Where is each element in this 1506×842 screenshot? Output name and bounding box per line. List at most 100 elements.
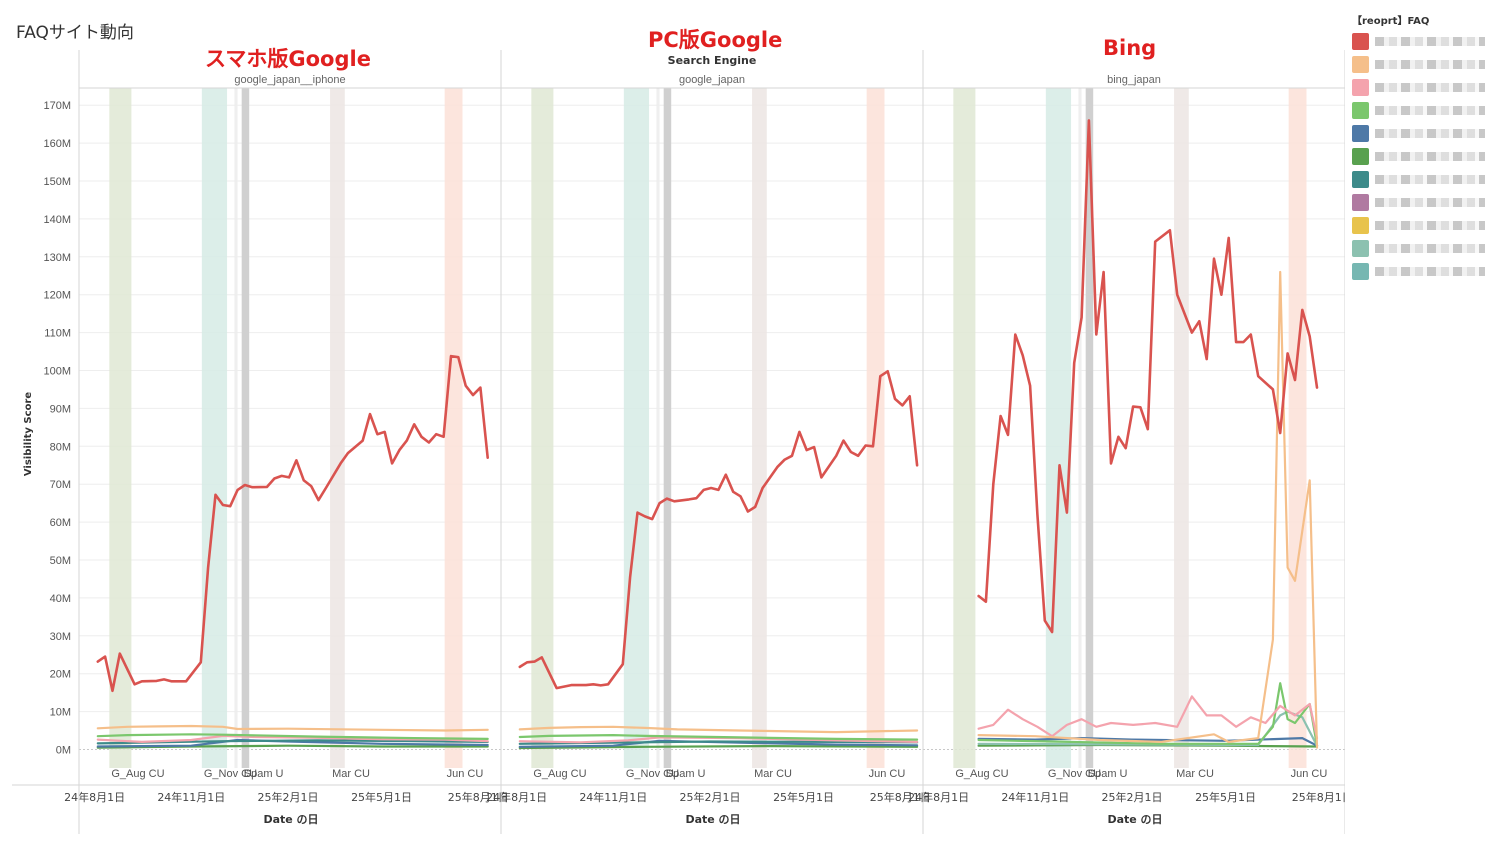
- y-tick-label: 30M: [50, 631, 71, 643]
- legend-label-redacted: [1375, 152, 1485, 161]
- legend-item[interactable]: [1352, 145, 1502, 168]
- series-line: [518, 369, 919, 690]
- series-line: [977, 119, 1319, 634]
- update-band-label: Mar CU: [754, 768, 792, 780]
- update-band-label: D: [244, 768, 252, 780]
- update-band: [953, 88, 976, 768]
- x-tick-label: 25年5月1日: [351, 790, 412, 804]
- panel-header: bing_japan: [1107, 74, 1161, 86]
- update-band: [1085, 88, 1094, 768]
- x-tick-label: 25年2月1日: [258, 790, 319, 804]
- update-band: [623, 88, 650, 768]
- series-line: [518, 736, 919, 744]
- legend-label-redacted: [1375, 83, 1485, 92]
- update-band-label: G_Nov CU: [204, 768, 257, 780]
- update-band: [1078, 88, 1082, 768]
- legend-label-redacted: [1375, 244, 1485, 253]
- x-tick-label: 25年5月1日: [773, 790, 834, 804]
- panel-header: google_japan: [679, 74, 745, 86]
- annotation-pc-google: PC版Google: [648, 28, 783, 52]
- legend-item[interactable]: [1352, 30, 1502, 53]
- series-line: [977, 695, 1319, 740]
- legend-item[interactable]: [1352, 76, 1502, 99]
- update-band-label: G_Nov CU: [626, 768, 679, 780]
- x-tick-label: 25年8月1日: [448, 790, 509, 804]
- x-tick-label: 24年8月1日: [64, 790, 125, 804]
- legend-swatch: [1352, 171, 1369, 188]
- update-band: [1174, 88, 1189, 768]
- legend-item[interactable]: [1352, 168, 1502, 191]
- y-tick-label: 140M: [43, 214, 71, 226]
- update-band-label: Jun CU: [447, 768, 484, 780]
- x-tick-label: 24年8月1日: [486, 790, 547, 804]
- legend-swatch: [1352, 217, 1369, 234]
- y-tick-label: 70M: [50, 479, 71, 491]
- y-tick-label: 160M: [43, 138, 71, 150]
- y-tick-label: 0M: [56, 745, 71, 757]
- x-axis-label: Date の日: [263, 813, 318, 826]
- update-band: [1045, 88, 1072, 768]
- panel-header: google_japan__iphone: [234, 74, 345, 86]
- x-axis-label: Date の日: [685, 813, 740, 826]
- x-tick-label: 24年11月1日: [579, 790, 647, 804]
- update-band: [531, 88, 554, 768]
- update-band: [752, 88, 767, 768]
- y-tick-label: 110M: [44, 328, 71, 340]
- x-tick-label: 25年5月1日: [1195, 790, 1256, 804]
- legend-swatch: [1352, 125, 1369, 142]
- legend-items: [1352, 30, 1502, 283]
- update-band-label: Mar CU: [1176, 768, 1214, 780]
- update-band: [201, 88, 228, 768]
- update-band: [241, 88, 250, 768]
- y-tick-label: 130M: [43, 252, 71, 264]
- series-line: [96, 354, 490, 693]
- series-line: [977, 736, 1319, 747]
- update-band: [109, 88, 132, 768]
- legend-label-redacted: [1375, 267, 1485, 276]
- legend-item[interactable]: [1352, 122, 1502, 145]
- series-line: [518, 725, 919, 734]
- update-band: [656, 88, 660, 768]
- y-tick-label: 10M: [50, 707, 71, 719]
- update-band-label: Mar CU: [332, 768, 370, 780]
- column-header-title: Search Engine: [668, 54, 757, 67]
- update-band-label: Spam U: [666, 768, 706, 780]
- series-line: [518, 744, 919, 750]
- update-band-label: Jun CU: [1291, 768, 1328, 780]
- legend-item[interactable]: [1352, 99, 1502, 122]
- legend-label-redacted: [1375, 106, 1485, 115]
- x-tick-label: 25年8月1日: [870, 790, 931, 804]
- y-axis-label: Visibility Score: [23, 392, 34, 477]
- legend-item[interactable]: [1352, 260, 1502, 283]
- legend-swatch: [1352, 79, 1369, 96]
- y-tick-label: 80M: [50, 441, 71, 453]
- y-tick-label: 100M: [43, 366, 71, 378]
- legend-swatch: [1352, 194, 1369, 211]
- update-band: [663, 88, 672, 768]
- visibility-chart: Search Engine 0M 10M 20M 30M 40M 50M 60M 70M 80M 9…: [12, 50, 1345, 834]
- annotation-smartphone-google: スマホ版Google: [205, 47, 371, 71]
- update-band: [444, 88, 463, 768]
- legend-swatch: [1352, 148, 1369, 165]
- y-tick-label: 120M: [43, 290, 71, 302]
- update-band-label: D: [1088, 768, 1096, 780]
- x-tick-label: 25年8月1日: [1292, 790, 1345, 804]
- series-line: [96, 733, 489, 741]
- y-tick-label: 20M: [50, 669, 71, 681]
- legend-swatch: [1352, 56, 1369, 73]
- legend-item[interactable]: [1352, 53, 1502, 76]
- x-tick-label: 25年2月1日: [1102, 790, 1163, 804]
- legend-label-redacted: [1375, 60, 1485, 69]
- legend-title: 【reoprt】FAQ: [1352, 16, 1430, 27]
- legend-label-redacted: [1375, 198, 1485, 207]
- legend-swatch: [1352, 33, 1369, 50]
- legend-item[interactable]: [1352, 237, 1502, 260]
- legend-item[interactable]: [1352, 214, 1502, 237]
- legend-item[interactable]: [1352, 191, 1502, 214]
- series-line: [977, 270, 1319, 749]
- x-axis-label: Date の日: [1107, 813, 1162, 826]
- legend-swatch: [1352, 240, 1369, 257]
- update-band-label: Jun CU: [869, 768, 906, 780]
- y-tick-label: 150M: [43, 176, 71, 188]
- legend-label-redacted: [1375, 37, 1485, 46]
